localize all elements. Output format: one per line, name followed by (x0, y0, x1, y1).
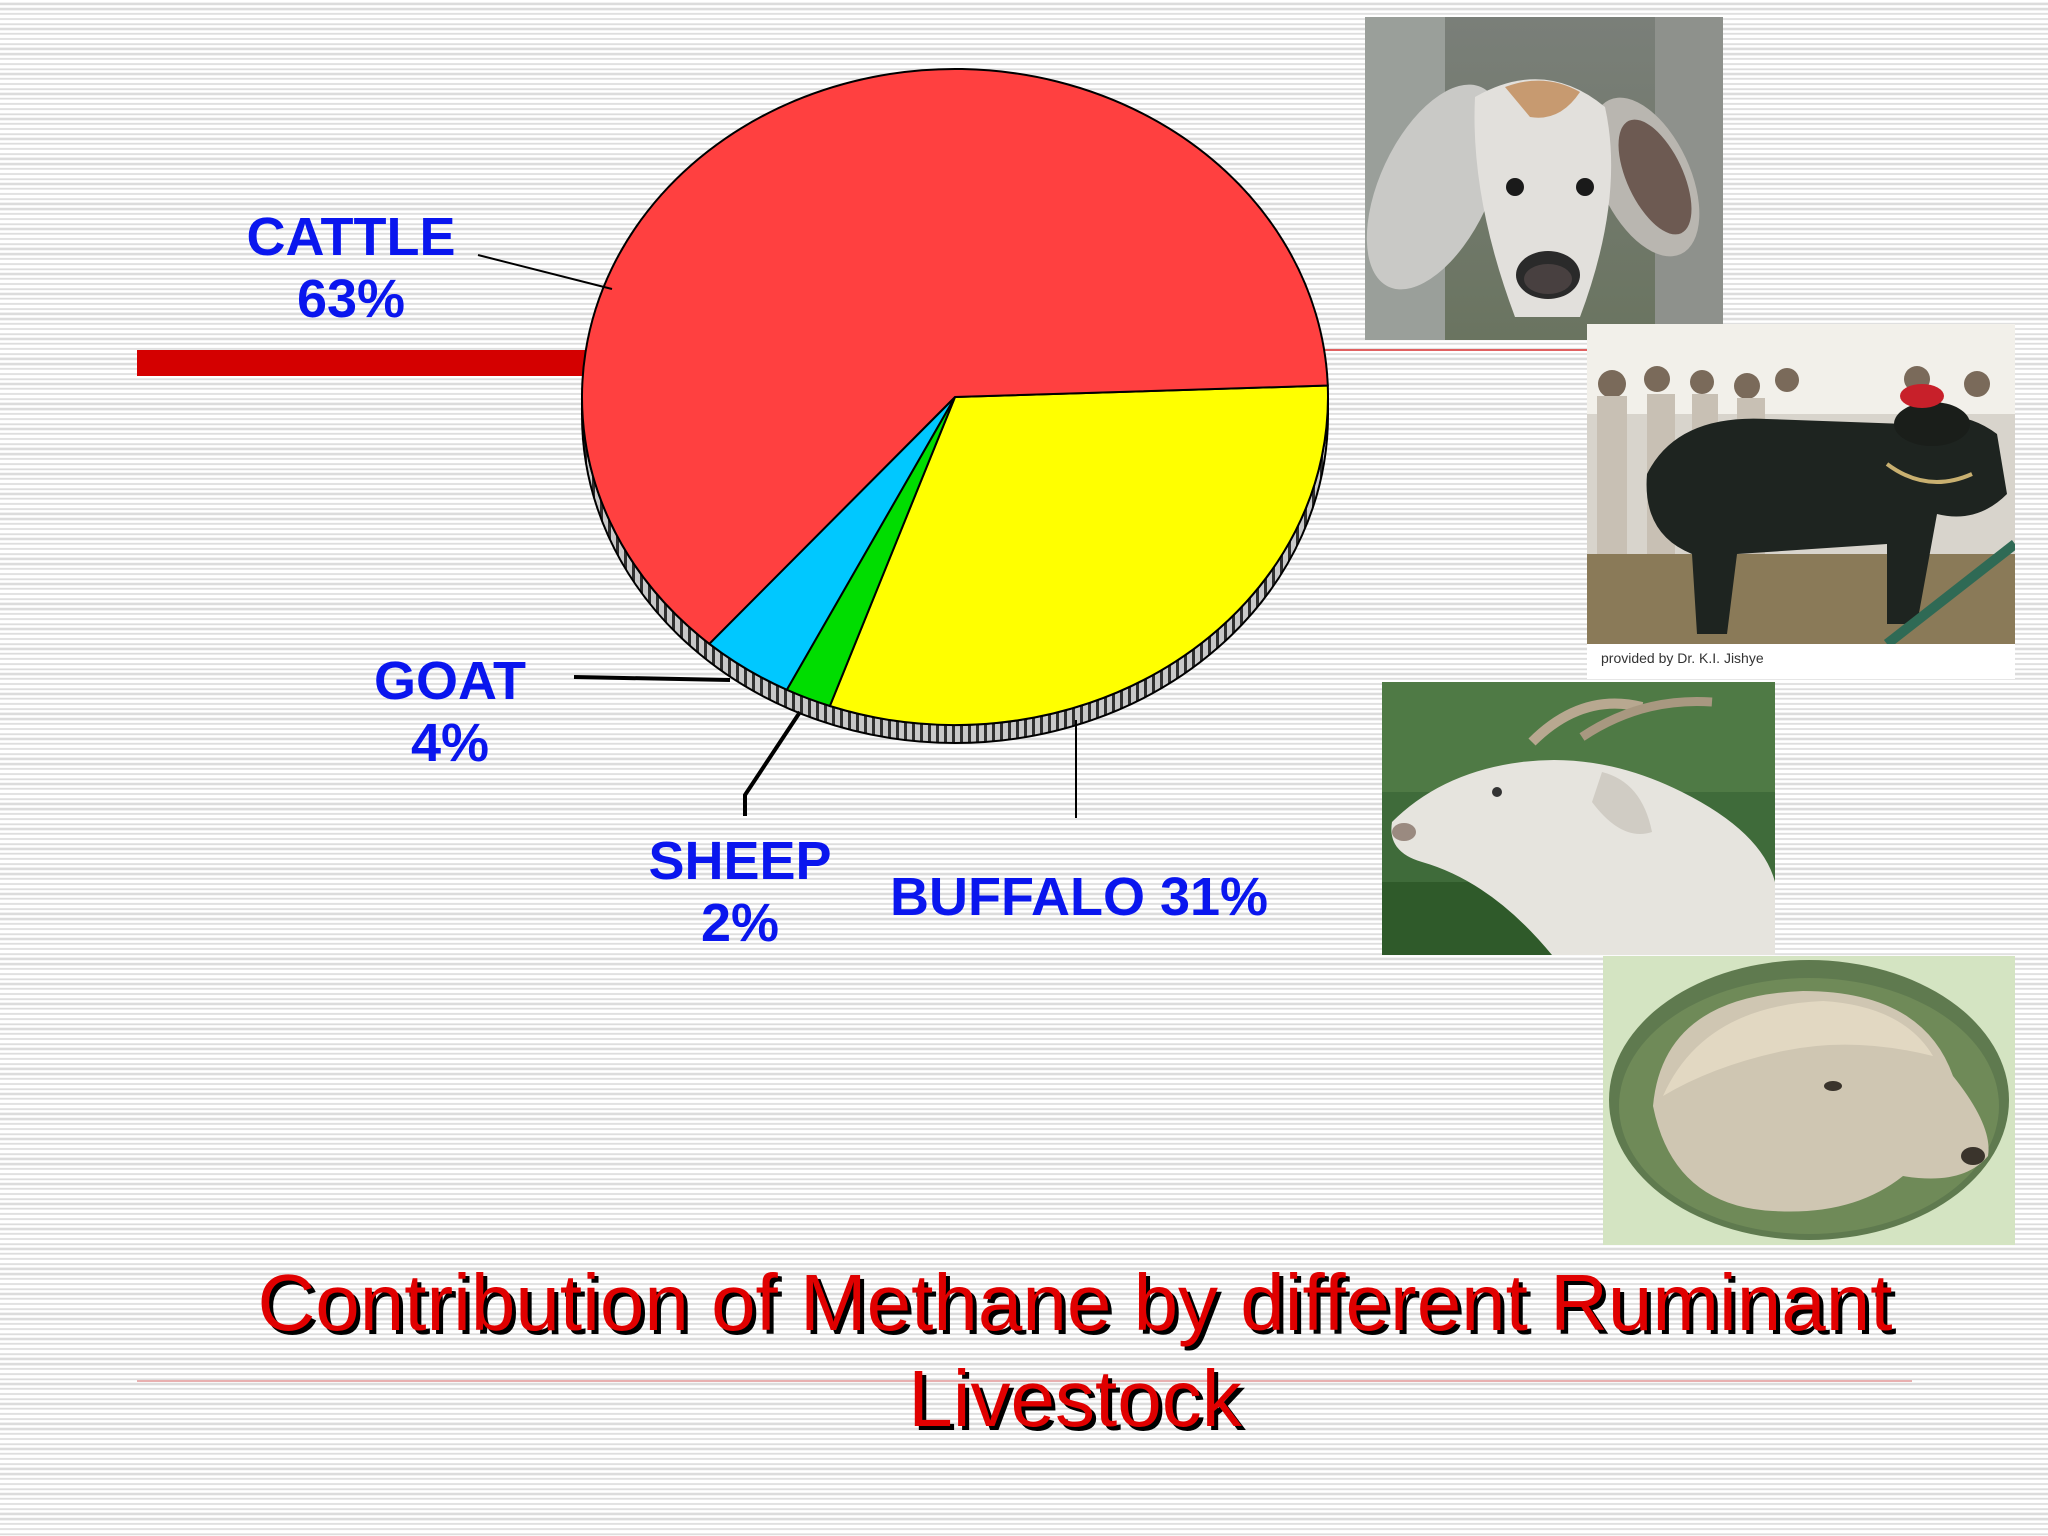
goat-label: GOAT 4% (365, 650, 535, 774)
cattle-label: CATTLE 63% (240, 206, 462, 330)
buffalo-photo-caption: provided by Dr. K.I. Jishye (1601, 650, 1764, 666)
cattle-leader-line (477, 254, 613, 290)
goat-label-pct: 4% (410, 713, 490, 773)
sheep-label-name: SHEEP (648, 831, 832, 891)
cattle-photo (1365, 17, 1723, 340)
buffalo-label: BUFFALO 31% (890, 867, 1269, 927)
goat-photo (1382, 682, 1775, 955)
cattle-label-name: CATTLE (246, 207, 456, 267)
goat-leader-line (573, 675, 731, 682)
cattle-label-pct: 63% (296, 269, 406, 329)
sheep-photo (1603, 956, 2015, 1245)
sheep-leader-line (743, 710, 802, 816)
slide-title: Contribution of Methane by different Rum… (257, 1258, 1893, 1443)
buffalo-photo: provided by Dr. K.I. Jishye (1587, 324, 2015, 679)
sheep-label-pct: 2% (700, 893, 780, 953)
pie-slice-cattle (581, 68, 1329, 646)
sheep-label: SHEEP 2% (640, 830, 840, 954)
leader-lines (477, 254, 1077, 818)
goat-label-name: GOAT (374, 651, 526, 711)
decorative-thin-line (1180, 349, 1590, 351)
pie-slice-buffalo (828, 384, 1329, 726)
pie-slices (581, 68, 1329, 726)
decorative-divider-line (137, 1380, 1912, 1382)
